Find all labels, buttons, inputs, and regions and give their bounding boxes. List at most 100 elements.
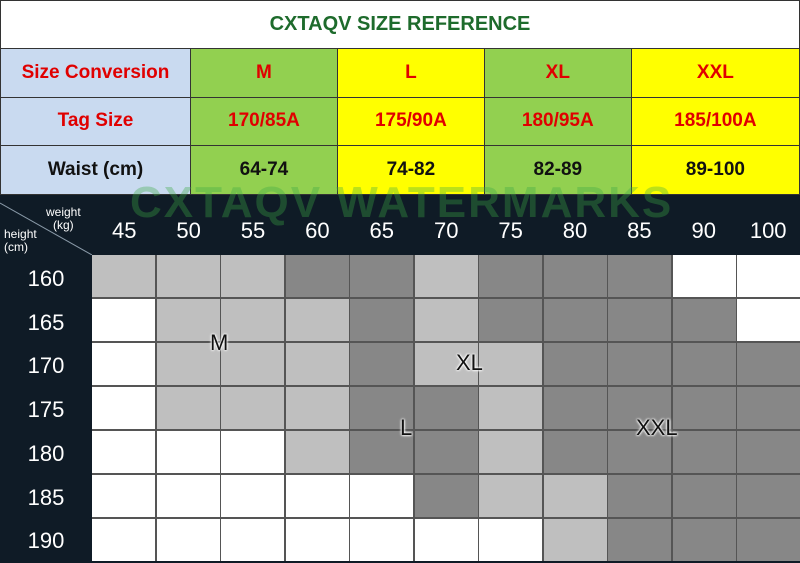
weight-tick-85: 85 (627, 218, 652, 243)
grid-cell-160-45 (92, 255, 155, 298)
grid-cell-160-55 (221, 255, 284, 298)
grid-cell-175-60 (285, 386, 349, 430)
grid-cell-160-50 (156, 255, 220, 298)
corner-diagonal (0, 202, 92, 255)
grid-cell-180-55 (221, 430, 284, 474)
grid-cell-190-45 (92, 518, 155, 561)
grid-cell-180-45 (92, 430, 155, 474)
grid-cell-185-100 (737, 474, 800, 518)
weight-tick-70: 70 (433, 218, 459, 243)
size-conversion-table: CXTAQV SIZE REFERENCE Size Conversion M … (0, 0, 800, 195)
tag-size-xxl: 185/100A (630, 96, 800, 147)
grid-cell-185-85 (608, 474, 671, 518)
grid-cell-160-85 (608, 255, 671, 298)
height-tick-165: 165 (27, 309, 65, 335)
grid-cell-175-70 (414, 386, 478, 430)
height-tick-190: 190 (27, 528, 65, 554)
height-tick-185: 185 (27, 484, 65, 510)
grid-cell-175-100 (737, 386, 800, 430)
watermark: CXTAQV WATERMARKS (130, 178, 674, 227)
row-label-waist: Waist (cm) (0, 145, 191, 195)
grid-cell-185-45 (92, 474, 155, 518)
grid-cell-190-85 (608, 518, 671, 561)
height-tick-160: 160 (27, 266, 65, 291)
grid-cell-185-65 (350, 474, 413, 518)
grid-cell-160-75 (479, 255, 542, 298)
grid-cell-190-100 (737, 518, 800, 561)
grid-cell-160-70 (414, 255, 478, 298)
weight-tick-65: 65 (369, 218, 395, 243)
grid-cell-170-100 (737, 342, 800, 386)
grid-cell-175-55 (221, 386, 284, 430)
grid-cell-190-70 (414, 518, 478, 561)
waist-xl: 82-89 (483, 145, 632, 195)
size-grid (92, 255, 800, 561)
grid-cell-180-70 (414, 430, 478, 474)
grid-cell-160-100 (737, 255, 800, 298)
table-title: CXTAQV SIZE REFERENCE (0, 0, 800, 49)
grid-cell-185-80 (543, 474, 607, 518)
grid-cell-165-85 (608, 298, 671, 342)
zone-label-l: L (400, 415, 413, 440)
grid-cell-185-70 (414, 474, 478, 518)
weight-tick-55: 55 (240, 218, 266, 243)
grid-cell-185-90 (672, 474, 736, 518)
grid-cell-180-60 (285, 430, 349, 474)
grid-cell-165-100 (737, 298, 800, 342)
grid-cell-190-80 (543, 518, 607, 561)
tag-size-xl: 180/95A (483, 96, 632, 147)
header-xl: XL (483, 48, 632, 98)
weight-tick-45: 45 (111, 218, 137, 243)
grid-cell-165-55 (221, 298, 284, 342)
weight-tick-50: 50 (176, 218, 201, 243)
zone-label-xxl: XXL (636, 415, 678, 440)
waist-l: 74-82 (336, 145, 485, 195)
grid-cell-190-75 (479, 518, 542, 561)
row-label-tag-size: Tag Size (0, 96, 191, 147)
grid-cell-165-65 (350, 298, 413, 342)
weight-tick-90: 90 (691, 218, 717, 243)
grid-cell-170-75 (479, 342, 542, 386)
tag-size-l: 175/90A (336, 96, 485, 147)
weight-tick-60: 60 (305, 218, 330, 243)
grid-cell-170-45 (92, 342, 155, 386)
grid-cell-190-55 (221, 518, 284, 561)
grid-cell-180-80 (543, 430, 607, 474)
grid-cell-165-75 (479, 298, 542, 342)
header-m: M (190, 48, 338, 98)
grid-cell-160-90 (672, 255, 736, 298)
grid-cell-170-90 (672, 342, 736, 386)
grid-cell-175-45 (92, 386, 155, 430)
grid-cell-175-85 (608, 386, 671, 430)
zone-label-m: M (210, 330, 229, 355)
grid-cell-170-65 (350, 342, 413, 386)
weight-tick-80: 80 (562, 218, 588, 243)
grid-cell-160-65 (350, 255, 413, 298)
grid-cell-170-60 (285, 342, 349, 386)
waist-xxl: 89-100 (630, 145, 800, 195)
grid-cell-165-90 (672, 298, 736, 342)
height-tick-170: 170 (27, 353, 65, 379)
grid-cell-180-85 (608, 430, 671, 474)
grid-cell-190-90 (672, 518, 736, 561)
grid-cell-170-85 (608, 342, 671, 386)
grid-cell-175-65 (350, 386, 413, 430)
grid-cell-165-45 (92, 298, 155, 342)
grid-cell-175-80 (543, 386, 607, 430)
height-axis-label: height (cm) (4, 227, 37, 254)
grid-cell-190-50 (156, 518, 220, 561)
grid-cell-185-55 (221, 474, 284, 518)
grid-cell-170-70 (414, 342, 478, 386)
grid-cell-170-55 (221, 342, 284, 386)
grid-cell-170-50 (156, 342, 220, 386)
grid-cell-180-50 (156, 430, 220, 474)
grid-cell-180-65 (350, 430, 413, 474)
grid-cell-180-100 (737, 430, 800, 474)
grid-cell-175-90 (672, 386, 736, 430)
weight-tick-75: 75 (498, 218, 523, 243)
tag-size-m: 170/85A (190, 96, 338, 147)
header-l: L (336, 48, 485, 98)
grid-cell-165-70 (414, 298, 478, 342)
weight-axis-label: weight (kg) (46, 205, 81, 232)
grid-cell-190-65 (350, 518, 413, 561)
